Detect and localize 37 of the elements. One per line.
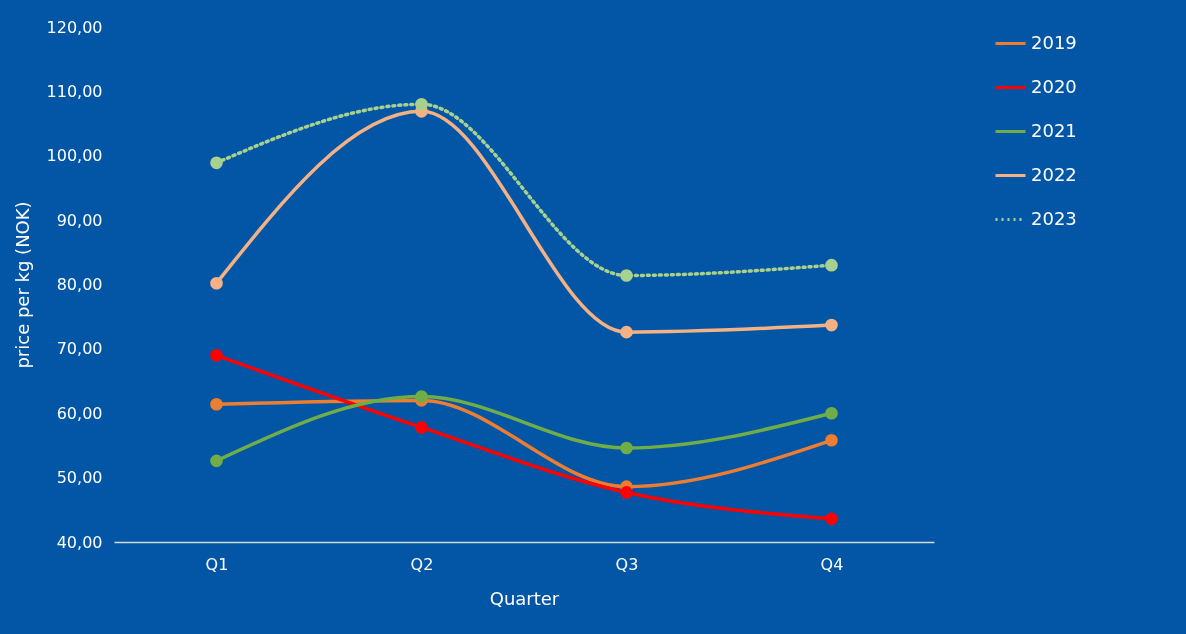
x-tick-label: Q1 — [205, 554, 229, 574]
y-tick-label: 90,00 — [56, 210, 103, 230]
legend-label: 2023 — [1031, 207, 1077, 229]
y-tick-label: 120,00 — [46, 17, 103, 37]
point — [620, 325, 633, 339]
point — [415, 97, 428, 111]
point — [415, 390, 428, 403]
point — [825, 318, 838, 332]
point — [210, 454, 223, 468]
point — [620, 441, 633, 455]
y-tick-label: 60,00 — [56, 403, 103, 423]
y-tick-label: 100,00 — [46, 146, 103, 166]
point — [210, 156, 223, 170]
y-tick-label: 80,00 — [56, 275, 103, 294]
point — [620, 269, 633, 282]
point — [415, 421, 428, 434]
point — [825, 258, 838, 272]
point — [825, 512, 838, 526]
x-tick-label: Q4 — [820, 554, 844, 574]
legend-label: 2022 — [1031, 163, 1077, 185]
x-tick-label: Q2 — [410, 554, 434, 574]
point — [825, 406, 838, 420]
y-tick-label: 70,00 — [56, 339, 103, 359]
point — [210, 276, 223, 290]
y-tick-label: 50,00 — [56, 468, 103, 488]
point — [210, 349, 223, 362]
y-tick-label: 110,00 — [46, 81, 103, 101]
y-axis-title: price per kg (NOK) — [11, 201, 33, 369]
point — [210, 397, 223, 411]
x-axis-title: Quarter — [489, 587, 560, 609]
legend-label: 2019 — [1031, 31, 1077, 53]
y-tick-label: 40,00 — [56, 532, 103, 552]
point — [620, 486, 633, 499]
legend-label: 2020 — [1031, 75, 1077, 97]
legend-label: 2021 — [1031, 119, 1077, 141]
point — [825, 433, 838, 447]
x-tick-label: Q3 — [615, 554, 639, 574]
